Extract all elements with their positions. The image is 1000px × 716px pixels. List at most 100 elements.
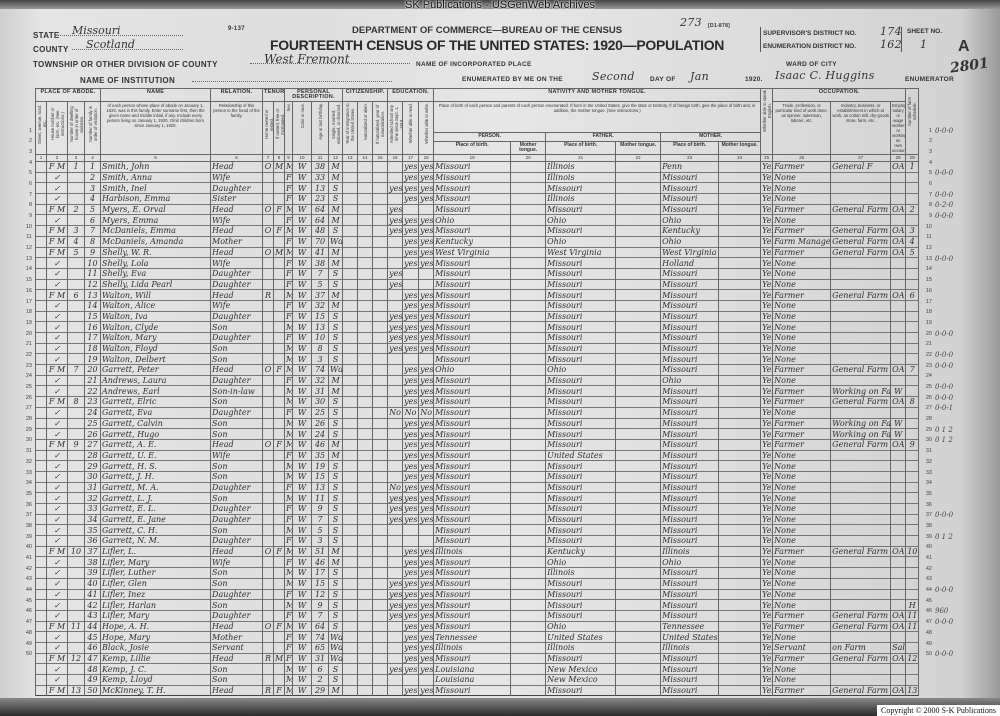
cell-t bbox=[262, 481, 275, 493]
column-number: 24 bbox=[718, 154, 762, 162]
cell-fbp: West Virginia bbox=[545, 246, 617, 258]
cell-sc bbox=[387, 299, 404, 312]
cell-empty bbox=[510, 299, 547, 312]
cell-t bbox=[262, 567, 275, 579]
cell-emp bbox=[890, 171, 907, 183]
cell-ms: S bbox=[328, 428, 344, 440]
cell-f: 24 bbox=[83, 406, 102, 418]
cell-empty bbox=[718, 513, 762, 525]
cell-wr: yes bbox=[418, 374, 435, 386]
cell-f: 18 bbox=[83, 342, 102, 354]
line-number-right: 5 bbox=[928, 170, 932, 177]
cell-bp: Missouri bbox=[433, 203, 512, 215]
cell-n: Shelly, Lida Pearl bbox=[100, 278, 212, 290]
cell-f: 36 bbox=[83, 535, 102, 547]
cell-fbp: Missouri bbox=[545, 203, 617, 215]
cell-fs bbox=[905, 503, 920, 515]
cell-t bbox=[262, 310, 275, 322]
cell-bp: Illinois bbox=[433, 545, 512, 557]
cell-bp: Missouri bbox=[433, 470, 512, 483]
cell-emp bbox=[890, 299, 907, 312]
cell-empty bbox=[718, 385, 762, 397]
cell-emp bbox=[890, 321, 907, 333]
cell-h: ✓ bbox=[46, 385, 68, 397]
cell-d bbox=[67, 567, 85, 579]
cell-s: M bbox=[284, 492, 294, 504]
enumerated-mid: DAY OF bbox=[650, 76, 676, 83]
cell-d: 6 bbox=[67, 289, 85, 301]
cell-fbp: Missouri bbox=[545, 225, 617, 237]
cell-a: 6 bbox=[311, 663, 330, 675]
cell-c: W bbox=[292, 246, 313, 258]
cell-empty bbox=[718, 663, 762, 675]
cell-r: Head bbox=[210, 364, 264, 376]
cell-empty bbox=[342, 289, 359, 301]
cell-oc: None bbox=[772, 513, 832, 525]
line-number-left: 50 bbox=[25, 651, 32, 658]
cell-t: R bbox=[262, 684, 275, 696]
cell-emp: OA bbox=[890, 161, 907, 173]
township-value: West Fremont bbox=[250, 52, 410, 66]
cell-n: Garrett, Peter bbox=[100, 364, 212, 376]
cell-m8 bbox=[273, 182, 286, 194]
cell-fbp: United States bbox=[545, 449, 617, 461]
cell-f: 49 bbox=[83, 674, 102, 686]
cell-r: Daughter bbox=[210, 609, 264, 622]
cell-empty bbox=[35, 332, 47, 344]
cell-en: Yes bbox=[760, 599, 774, 611]
cell-empty bbox=[510, 567, 547, 579]
cell-emp bbox=[890, 310, 907, 322]
cell-fs bbox=[905, 342, 920, 354]
cell-oc: None bbox=[772, 406, 832, 418]
cell-empty bbox=[342, 246, 359, 258]
cell-empty bbox=[357, 503, 374, 515]
line-number-left: 47 bbox=[25, 619, 32, 626]
cell-oc: Farmer bbox=[772, 545, 832, 557]
cell-h: F M bbox=[46, 684, 68, 696]
cell-d bbox=[67, 513, 85, 525]
cell-fs bbox=[905, 492, 920, 504]
cell-empty bbox=[342, 545, 359, 557]
cell-empty bbox=[510, 620, 547, 632]
scan-top-edge bbox=[0, 0, 1000, 9]
line-number-right: 48 bbox=[925, 629, 932, 636]
cell-t bbox=[262, 257, 275, 269]
cell-m8 bbox=[273, 332, 286, 344]
cell-oc: Farmer bbox=[772, 385, 832, 397]
line-number-left: 40 bbox=[25, 544, 32, 551]
cell-empty bbox=[718, 364, 762, 376]
cell-wr: yes bbox=[418, 492, 435, 504]
cell-fs bbox=[905, 577, 920, 589]
cell-empty bbox=[718, 342, 762, 354]
cell-emp: OA bbox=[890, 289, 907, 301]
cell-h: ✓ bbox=[46, 599, 68, 611]
cell-fs: 12 bbox=[905, 652, 920, 664]
cell-s: F bbox=[284, 171, 294, 183]
group-header-relation: RELATION. bbox=[210, 88, 264, 102]
cell-t bbox=[262, 182, 275, 194]
cell-h: ✓ bbox=[46, 535, 68, 547]
cell-rd: yes bbox=[402, 588, 420, 600]
cell-d bbox=[67, 503, 85, 515]
cell-t bbox=[262, 460, 275, 472]
cell-n: Smith, John bbox=[100, 161, 212, 173]
cell-rd: yes bbox=[402, 620, 420, 632]
cell-sc bbox=[387, 620, 404, 632]
cell-ms: Wd bbox=[328, 631, 344, 643]
column-number: 25 bbox=[760, 154, 774, 162]
cell-emp bbox=[890, 674, 907, 686]
cell-a: 64 bbox=[311, 214, 330, 226]
cell-en: Yes bbox=[760, 428, 774, 440]
cell-wr: yes bbox=[418, 556, 435, 568]
cell-ind bbox=[830, 193, 892, 205]
cell-c: W bbox=[292, 535, 313, 547]
cell-empty bbox=[718, 503, 762, 515]
cell-h: ✓ bbox=[46, 524, 68, 536]
cell-empty bbox=[372, 577, 389, 589]
cell-en: Yes bbox=[760, 470, 774, 483]
